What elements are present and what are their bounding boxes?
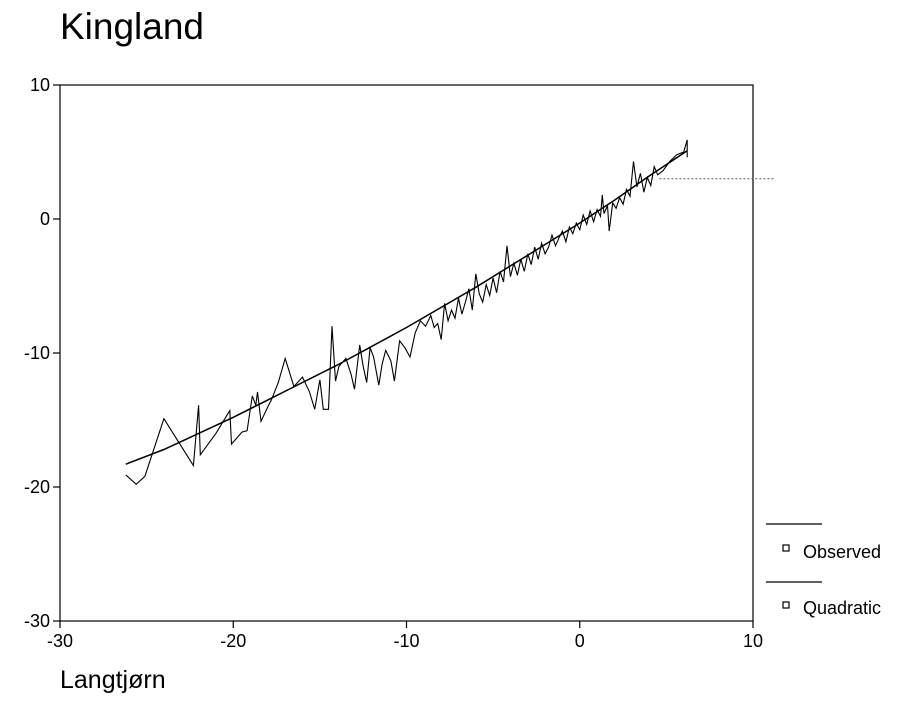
- tick-group: -30 -20 -10 0 10 10 0 -10 -20 -30: [24, 75, 763, 651]
- legend-label-observed: Observed: [803, 542, 881, 562]
- x-tick-label: -20: [220, 631, 246, 651]
- x-tick-label: -10: [393, 631, 419, 651]
- legend-label-quadratic: Quadratic: [803, 598, 881, 618]
- x-tick-label: 0: [575, 631, 585, 651]
- x-tick-label: 10: [743, 631, 763, 651]
- y-tick-label: -10: [24, 343, 50, 363]
- y-tick-label: -20: [24, 477, 50, 497]
- chart-subtitle: Langtjørn: [60, 666, 166, 694]
- legend-marker-quadratic: [782, 601, 790, 609]
- legend: Observed Quadratic: [766, 523, 881, 618]
- y-tick-label: -30: [24, 611, 50, 631]
- chart-title: Kingland: [60, 6, 205, 47]
- y-tick-label: 10: [30, 75, 50, 95]
- series-line-observed: [125, 139, 688, 486]
- x-tick-label: -30: [47, 631, 73, 651]
- y-tick-label: 0: [40, 209, 50, 229]
- legend-marker-observed: [782, 544, 790, 552]
- series-line-quadratic: [125, 150, 688, 465]
- plot-frame: [59, 84, 754, 622]
- series-layer: [125, 139, 776, 486]
